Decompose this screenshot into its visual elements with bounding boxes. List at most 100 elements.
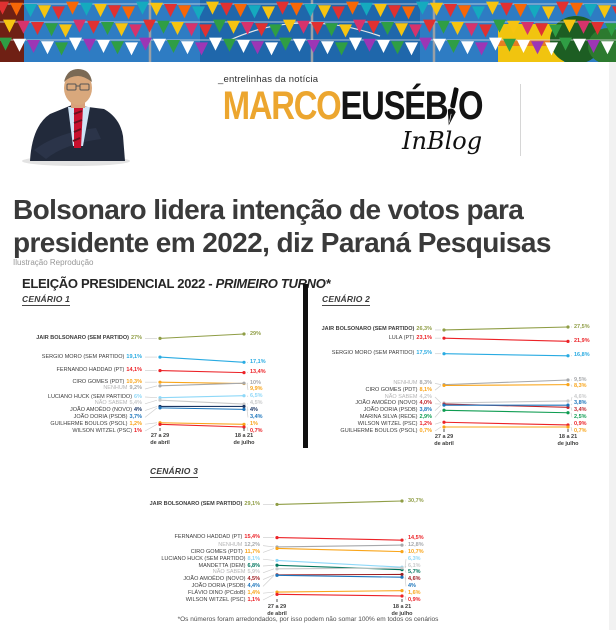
candidate-row-label: JOÃO DORIA (PSDB) 3,8% xyxy=(364,407,432,414)
candidate-value-july: 14,5% xyxy=(408,535,424,542)
scrollbar[interactable] xyxy=(609,62,616,630)
candidate-row-label: JAIR BOLSONARO (SEM PARTIDO) 26,3% xyxy=(322,326,432,333)
candidate-value-july: 6,1% xyxy=(408,562,421,569)
candidate-value-april: 1% xyxy=(134,427,142,434)
infographic: ELEIÇÃO PRESIDENCIAL 2022 - PRIMEIRO TUR… xyxy=(0,270,616,630)
candidate-value-april: 12,2% xyxy=(244,542,260,549)
candidate-name: JAIR BOLSONARO (SEM PARTIDO) xyxy=(36,334,129,341)
candidate-name: JOÃO DORIA (PSDB) xyxy=(73,413,128,420)
candidate-name: SERGIO MORO (SEM PARTIDO) xyxy=(331,350,415,357)
candidate-value-july: 6,5% xyxy=(250,393,263,400)
site-header: _entrelinhas da notícia MARCOEUSÉB O InBl… xyxy=(0,62,616,170)
fountain-pen-icon xyxy=(443,86,463,128)
axis-label-july: 18 a 21 de julho xyxy=(557,434,579,447)
candidate-name: GUILHERME BOULOS (PSOL) xyxy=(50,420,128,427)
candidate-name: LULA (PT) xyxy=(388,334,415,341)
candidate-row-label: GUILHERME BOULOS (PSOL) 0,7% xyxy=(340,428,432,435)
header-divider xyxy=(520,84,521,156)
candidate-value-april: 8,1% xyxy=(247,555,260,562)
candidate-row-label: GUILHERME BOULOS (PSOL) 1,2% xyxy=(50,421,142,428)
candidate-row-label: JOÃO AMOÊDO (NOVO) 4,5% xyxy=(183,576,260,583)
candidate-value-april: 1,1% xyxy=(247,596,260,603)
candidate-value-april: 11,7% xyxy=(244,548,260,555)
axis-label-april: 27 a 29 de abril xyxy=(150,433,170,446)
candidate-name: FERNANDO HADDAD (PT) xyxy=(174,534,243,541)
axis-label-april: 27 a 29 de abril xyxy=(267,604,287,617)
candidate-row-label: NÃO SABEM 4,2% xyxy=(385,394,432,401)
candidate-value-july: 3,4% xyxy=(574,407,587,414)
candidate-value-april: 4,0% xyxy=(419,400,432,407)
candidate-row-label: JOÃO DORIA (PSDB) 4,4% xyxy=(192,583,260,590)
candidate-value-july: 5,7% xyxy=(408,569,421,576)
candidate-name: NÃO SABEM xyxy=(94,400,128,407)
candidate-value-april: 14,1% xyxy=(126,367,142,374)
candidate-name: JOÃO AMOÊDO (NOVO) xyxy=(70,407,133,414)
candidate-value-april: 26,3% xyxy=(416,326,432,333)
candidate-value-april: 29,1% xyxy=(244,500,260,507)
scenario-divider-bar xyxy=(303,284,308,448)
candidate-row-label: WILSON WITZEL (PSC) 1% xyxy=(72,428,142,435)
candidate-name: WILSON WITZEL (PSC) xyxy=(185,596,246,603)
candidate-value-april: 4,5% xyxy=(247,576,260,583)
candidate-value-april: 8,1% xyxy=(419,386,432,393)
candidate-name: JOÃO DORIA (PSDB) xyxy=(191,582,246,589)
candidate-value-july: 4,6% xyxy=(408,576,421,583)
candidate-name: LUCIANO HUCK (SEM PARTIDO) xyxy=(161,555,246,562)
candidate-value-april: 3,8% xyxy=(419,407,432,414)
candidate-row-label: JAIR BOLSONARO (SEM PARTIDO) 29,1% xyxy=(150,501,260,508)
candidate-value-july: 4,6% xyxy=(574,393,587,400)
candidate-row-label: SERGIO MORO (SEM PARTIDO) 19,1% xyxy=(42,354,142,361)
candidate-value-april: 23,1% xyxy=(416,334,432,341)
candidate-value-july: 4% xyxy=(408,582,416,589)
author-photo xyxy=(14,64,148,166)
axis-label-july: 18 a 21 de julho xyxy=(233,433,255,446)
candidate-value-april: 6,8% xyxy=(247,562,260,569)
candidate-value-april: 6% xyxy=(134,393,142,400)
candidate-value-april: 15,4% xyxy=(244,534,260,541)
candidate-value-april: 4% xyxy=(134,407,142,414)
chart-title-italic: PRIMEIRO TURNO* xyxy=(215,276,331,291)
candidate-name: FLÁVIO DINO (PCdoB) xyxy=(187,589,246,596)
logo-brand: MARCOEUSÉB O xyxy=(211,86,494,127)
candidate-row-label: NENHUM 9,2% xyxy=(103,385,142,392)
candidate-value-april: 17,5% xyxy=(416,350,432,357)
candidate-row-label: FERNANDO HADDAD (PT) 15,4% xyxy=(175,534,260,541)
candidate-value-july: 12,8% xyxy=(408,542,424,549)
slope-svg xyxy=(144,332,249,432)
slope-svg xyxy=(262,499,407,602)
candidate-row-label: LUCIANO HUCK (SEM PARTIDO) 6% xyxy=(48,394,142,401)
candidate-value-april: 1,2% xyxy=(129,420,142,427)
candidate-value-july: 21,9% xyxy=(574,337,590,344)
candidate-value-july: 4% xyxy=(250,407,258,414)
candidate-value-july: 9,5% xyxy=(574,376,587,383)
candidate-row-label: WILSON WITZEL (PSC) 1,2% xyxy=(358,421,432,428)
candidate-name: JOÃO DORIA (PSDB) xyxy=(363,407,418,414)
candidate-value-july: 6,3% xyxy=(408,555,421,562)
candidate-name: MANDETTA (DEM) xyxy=(198,562,246,569)
candidate-value-april: 27% xyxy=(130,334,142,341)
candidate-row-label: WILSON WITZEL (PSC) 1,1% xyxy=(186,597,260,604)
author-portrait-illustration xyxy=(22,69,130,166)
candidate-value-april: 1,4% xyxy=(247,589,260,596)
candidate-name: FERNANDO HADDAD (PT) xyxy=(56,367,125,374)
candidate-value-july: 10,7% xyxy=(408,548,424,555)
axis-label-april: 27 a 29 de abril xyxy=(434,434,454,447)
candidate-value-april: 4,2% xyxy=(419,393,432,400)
candidate-row-label: LULA (PT) 23,1% xyxy=(389,335,432,342)
candidate-name: GUILHERME BOULOS (PSOL) xyxy=(340,427,418,434)
scenario-chart-3: CENÁRIO 3 JAIR BOLSONARO (SEM PARTIDO) 29,… xyxy=(142,466,478,620)
candidate-value-july: 4,5% xyxy=(250,400,263,407)
scenario-title: CENÁRIO 3 xyxy=(150,466,199,478)
candidate-name: NENHUM xyxy=(393,379,418,386)
candidate-row-label: CIRO GOMES (PDT) 11,7% xyxy=(191,549,260,556)
festival-banner-image xyxy=(0,0,616,62)
candidate-name: CIRO GOMES (PDT) xyxy=(365,386,418,393)
candidate-row-label: NÃO SABEM 5,4% xyxy=(95,400,142,407)
candidate-value-april: 0,7% xyxy=(419,427,432,434)
logo-brand-eusebio: EUSÉB xyxy=(340,84,448,128)
candidate-row-label: LUCIANO HUCK (SEM PARTIDO) 8,1% xyxy=(161,556,260,563)
candidate-value-july: 3,4% xyxy=(250,413,263,420)
candidate-name: NÃO SABEM xyxy=(212,569,246,576)
candidate-value-april: 5,4% xyxy=(129,400,142,407)
blog-logo[interactable]: _entrelinhas da notícia MARCOEUSÉB O InBl… xyxy=(180,70,525,166)
